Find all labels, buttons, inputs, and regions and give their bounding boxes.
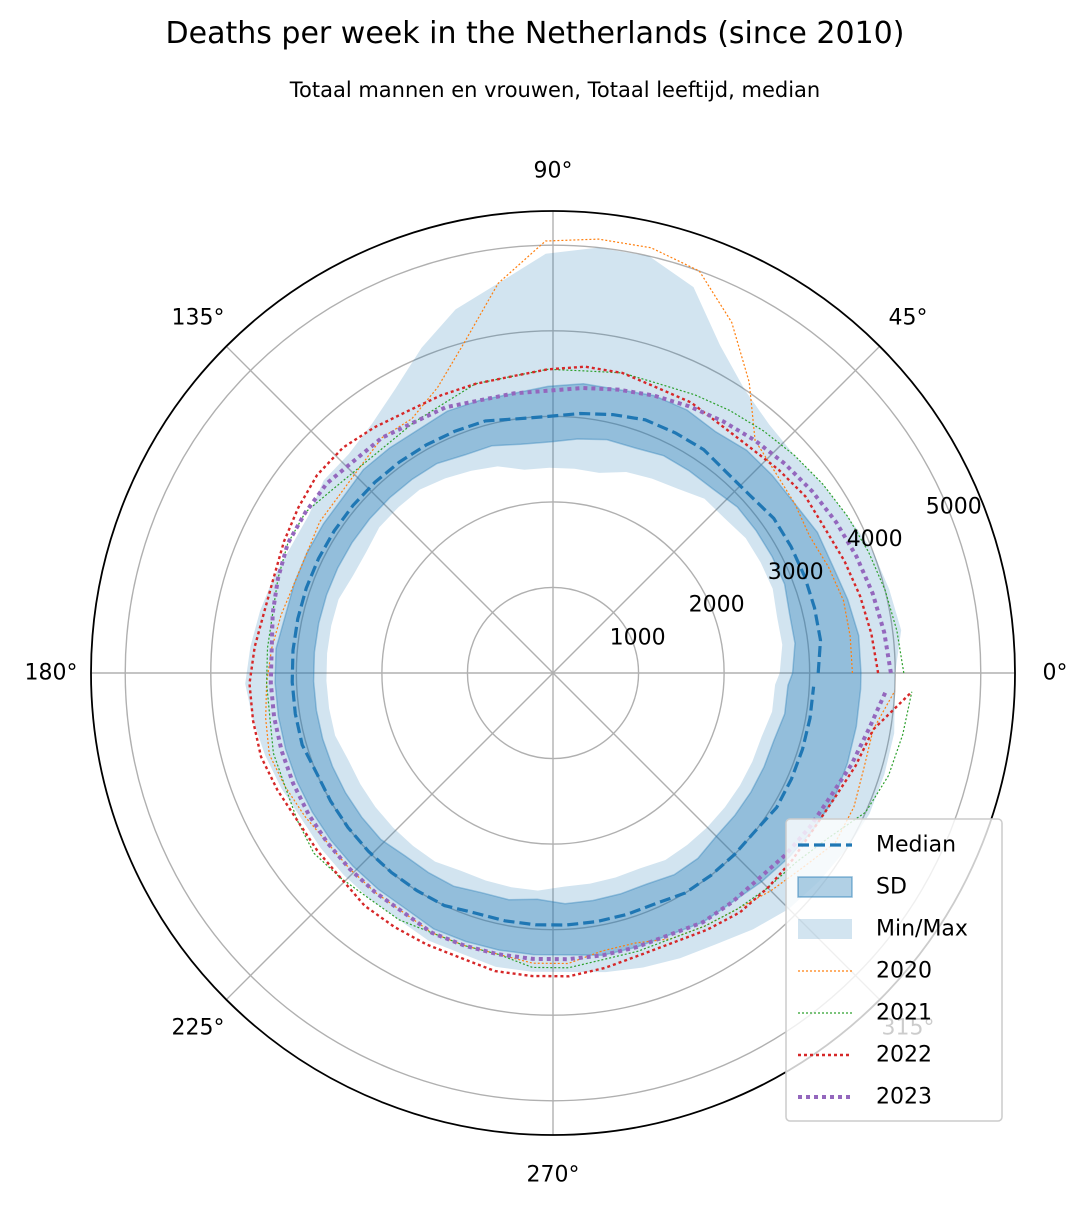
angle-tick-label: 0° <box>1043 661 1068 686</box>
angle-tick-label: 270° <box>527 1163 580 1188</box>
legend-label: 2020 <box>876 959 932 984</box>
legend-label: 2021 <box>876 1001 932 1026</box>
legend-label: SD <box>876 875 907 900</box>
legend-swatch <box>797 876 853 898</box>
angle-tick-label: 225° <box>172 1016 225 1041</box>
legend-label: Min/Max <box>876 917 968 942</box>
angle-tick-label: 180° <box>25 661 78 686</box>
radial-tick-labels: 1000 2000 3000 4000 5000 <box>610 495 982 651</box>
grid-spoke <box>552 345 881 674</box>
angle-tick-label: 135° <box>172 306 225 331</box>
grid-spoke <box>225 672 554 1001</box>
radial-tick-label: 1000 <box>610 626 666 651</box>
polar-grid <box>91 211 1015 1135</box>
radial-tick-label: 2000 <box>689 593 745 618</box>
legend: Median SD Min/Max 2020 2021 2022 2023 <box>785 818 1003 1122</box>
radial-tick-label: 4000 <box>847 527 903 552</box>
radial-tick-label: 3000 <box>768 560 824 585</box>
angle-tick-label: 90° <box>534 159 573 184</box>
legend-box <box>785 818 1003 1122</box>
chart-subtitle: Totaal mannen en vrouwen, Totaal leeftij… <box>289 78 821 102</box>
sd-band <box>274 382 862 957</box>
legend-label: 2022 <box>876 1043 932 1068</box>
polar-frame <box>90 210 1016 1136</box>
angle-tick-label: 45° <box>889 306 928 331</box>
radial-tick-label: 5000 <box>926 495 982 520</box>
legend-swatch <box>798 919 852 939</box>
series-2023-line <box>268 385 893 962</box>
median-line <box>290 411 823 927</box>
legend-label: Median <box>876 833 956 858</box>
grid-spoke <box>225 345 554 674</box>
chart-title: Deaths per week in the Netherlands (sinc… <box>165 16 905 51</box>
legend-label: 2023 <box>876 1085 932 1110</box>
